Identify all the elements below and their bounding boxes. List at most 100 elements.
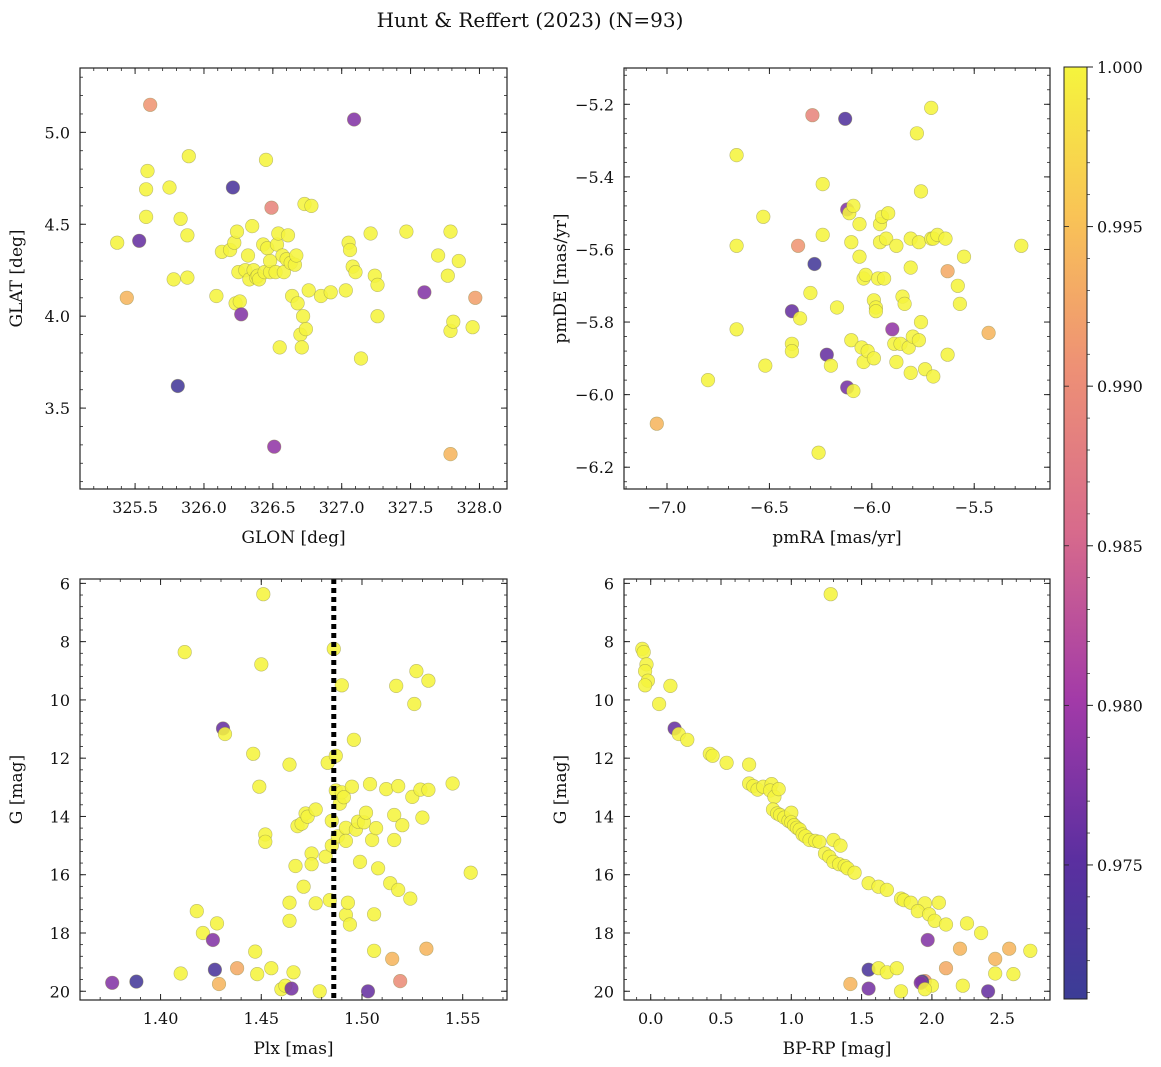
scatter-point <box>415 810 430 825</box>
y-tick-label: −5.6 <box>575 240 614 259</box>
scatter-point <box>981 325 996 341</box>
y-axis-label: G [mag] <box>551 755 571 824</box>
scatter-point <box>913 184 929 199</box>
scatter-point <box>360 984 376 999</box>
scatter-point <box>421 673 436 688</box>
scatter-points <box>105 587 478 999</box>
y-tick-label: 8 <box>604 633 614 652</box>
y-tick-label: 10 <box>594 691 614 710</box>
scatter-point <box>812 834 827 849</box>
y-tick-label: 6 <box>60 574 70 593</box>
scatter-point <box>301 283 316 298</box>
scatter-point <box>290 296 305 311</box>
scatter-point <box>286 965 301 980</box>
x-tick-label: 2.0 <box>919 1009 944 1028</box>
x-tick-label: −5.5 <box>955 498 994 517</box>
y-tick-label: 3.5 <box>45 399 70 418</box>
scatter-point <box>846 383 861 399</box>
scatter-point <box>403 891 418 906</box>
scatter-point <box>258 152 274 167</box>
scatter-point <box>843 976 858 992</box>
scatter-point <box>956 249 972 264</box>
scatter-point <box>938 917 954 932</box>
scatter-point <box>911 235 927 250</box>
scatter-point <box>180 270 195 285</box>
scatter-point <box>342 242 358 258</box>
scatter-point <box>177 644 192 660</box>
scatter-point <box>387 807 402 823</box>
scatter-point <box>784 344 800 359</box>
y-tick-label: 14 <box>594 807 614 826</box>
scatter-point <box>173 966 188 981</box>
scatter-point <box>280 228 296 243</box>
scatter-point <box>811 445 826 460</box>
x-tick-label: −6.5 <box>750 498 789 517</box>
scatter-point <box>741 757 757 772</box>
ticks <box>80 579 507 1000</box>
scatter-point <box>338 833 354 849</box>
scatter-point <box>245 219 260 234</box>
y-tick-label: 8 <box>60 633 70 652</box>
scatter-point <box>296 309 311 324</box>
x-axis-label: BP-RP [mag] <box>783 1039 892 1059</box>
scatter-point <box>248 944 263 959</box>
scatter-point <box>370 277 385 293</box>
scatter-point <box>637 678 653 693</box>
scatter-point <box>225 180 240 195</box>
x-tick-label: 1.45 <box>243 1009 279 1028</box>
scatter-point <box>230 961 245 976</box>
scatter-point <box>139 209 154 224</box>
colorbar: 0.975 0.980 0.985 0.990 0.995 1.000 <box>1063 58 1143 1000</box>
scatter-point <box>264 961 279 976</box>
scatter-point <box>308 896 323 911</box>
scatter-point <box>358 805 374 820</box>
scatter-point <box>365 832 380 848</box>
y-tick-label: 4.5 <box>45 215 70 234</box>
scatter-point <box>446 314 461 329</box>
scatter-point <box>347 112 362 127</box>
scatter-point <box>885 322 900 337</box>
scatter-point <box>211 976 227 992</box>
scatter-point <box>399 224 414 239</box>
y-tick-label: 12 <box>594 749 614 768</box>
y-axis-label: GLAT [deg] <box>7 229 27 327</box>
scatter-point <box>680 732 695 747</box>
scatter-point <box>205 932 220 948</box>
y-tick-label: 10 <box>50 691 70 710</box>
scatter-point <box>180 228 195 243</box>
y-tick-label: 12 <box>50 749 70 768</box>
scatter-point <box>443 224 458 239</box>
scatter-point <box>938 961 954 976</box>
scatter-point <box>209 288 224 304</box>
scatter-point <box>952 296 968 312</box>
scatter-point <box>440 268 455 283</box>
x-tick-label: 328.0 <box>457 498 503 517</box>
colorbar-tick-label: 0.975 <box>1097 856 1143 875</box>
y-tick-label: 18 <box>594 924 614 943</box>
x-tick-label: 0.0 <box>638 1009 663 1028</box>
scatter-point <box>833 838 848 853</box>
scatter-point <box>903 260 918 275</box>
scatter-point <box>367 943 382 958</box>
ticks <box>624 68 1050 489</box>
axes-frame <box>623 67 1051 490</box>
scatter-point <box>393 973 408 989</box>
scatter-point <box>250 966 265 982</box>
scatter-point <box>846 198 861 213</box>
x-axis-label: GLON [deg] <box>241 528 345 548</box>
y-tick-label: −5.4 <box>575 168 614 187</box>
scatter-point <box>370 309 385 324</box>
scatter-point <box>988 966 1003 981</box>
scatter-point <box>318 849 333 864</box>
scatter-point <box>861 981 876 996</box>
x-tick-label: −7.0 <box>648 498 687 517</box>
scatter-point <box>847 865 862 880</box>
y-tick-label: 18 <box>50 924 70 943</box>
scatter-point <box>858 267 873 283</box>
scatter-point <box>729 238 744 253</box>
scatter-point <box>893 984 909 999</box>
scatter-point <box>911 333 927 348</box>
scatter-point <box>105 975 120 990</box>
y-tick-label: 5.0 <box>45 123 70 142</box>
